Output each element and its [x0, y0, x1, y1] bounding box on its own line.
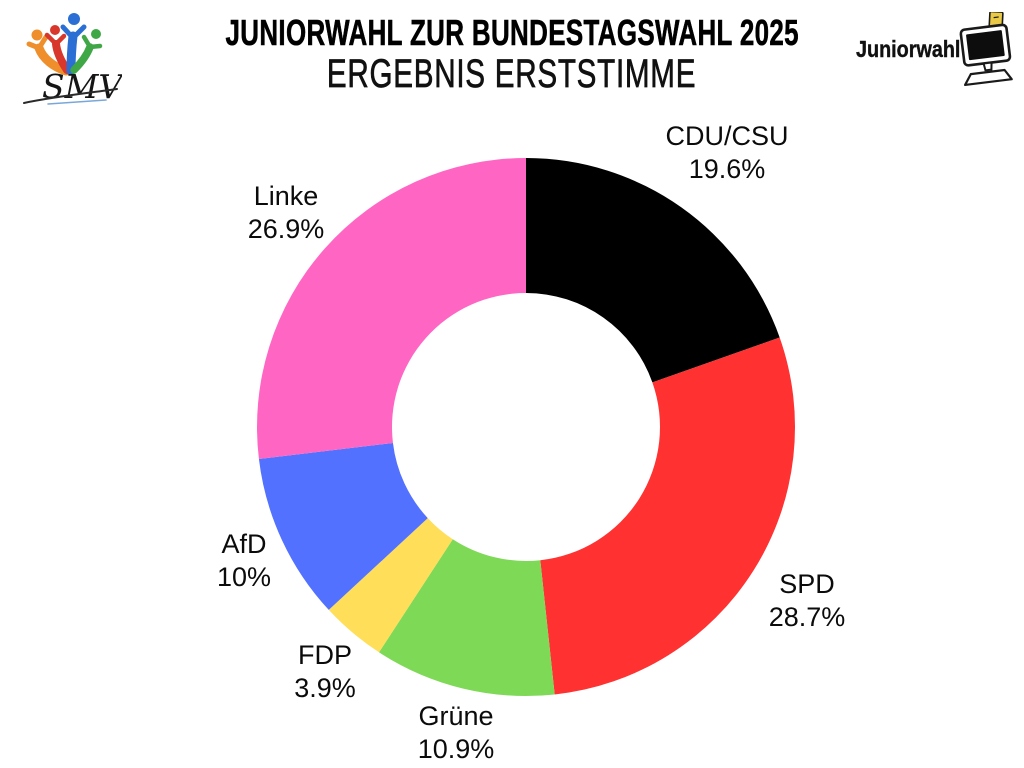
voting-computer-icon — [959, 12, 1013, 87]
donut-segment-spd — [540, 337, 795, 695]
smv-logo-text: SMV — [42, 67, 122, 106]
donut-segment-linke — [257, 158, 526, 460]
juniorwahl-logo-text: Juniorwahl — [855, 36, 960, 62]
smv-logo: SMV — [10, 4, 125, 106]
donut-segment-afd — [258, 442, 428, 610]
donut-segment-cdu-csu — [526, 158, 780, 383]
smv-figures-icon: SMV — [23, 13, 125, 106]
donut-segment-gr-ne — [379, 539, 555, 696]
chart-title: ERGEBNIS ERSTSTIMME — [327, 52, 697, 97]
donut-segment-fdp — [328, 518, 453, 653]
page-title: JUNIORWAHL ZUR BUNDESTAGSWAHL 2025 — [225, 12, 799, 54]
juniorwahl-logo: Juniorwahl — [839, 12, 1018, 90]
